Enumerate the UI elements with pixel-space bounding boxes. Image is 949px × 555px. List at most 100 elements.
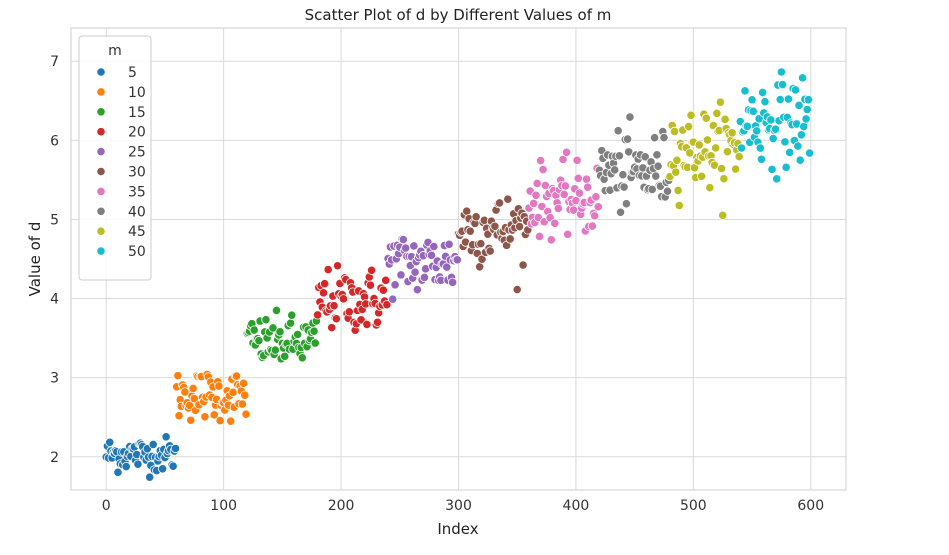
data-point <box>747 95 757 105</box>
data-point <box>226 416 236 426</box>
data-point <box>662 186 673 196</box>
data-point <box>365 280 376 290</box>
data-point <box>647 184 657 195</box>
data-point <box>722 147 733 157</box>
data-point <box>550 218 560 228</box>
data-point <box>755 143 765 153</box>
data-point <box>573 173 583 183</box>
legend-marker <box>96 246 106 256</box>
y-tick-label: 5 <box>50 212 59 228</box>
data-point <box>285 318 296 328</box>
data-point <box>795 155 805 165</box>
data-point <box>610 165 620 175</box>
data-point <box>615 207 626 217</box>
data-point <box>378 285 388 295</box>
data-point <box>121 461 131 472</box>
data-point <box>327 323 337 333</box>
data-point <box>113 467 123 477</box>
data-point <box>188 383 198 393</box>
data-point <box>518 260 528 270</box>
data-point <box>590 211 600 221</box>
data-point <box>558 154 568 165</box>
data-point <box>529 198 539 209</box>
data-point <box>536 155 546 166</box>
data-point <box>622 134 633 144</box>
x-tick-label: 500 <box>680 498 707 514</box>
data-point <box>740 86 750 96</box>
data-point <box>412 285 423 295</box>
data-point <box>312 310 323 320</box>
data-point <box>583 182 593 192</box>
data-point <box>268 323 278 333</box>
y-axis-label: Value of d <box>26 222 44 297</box>
legend-label: 5 <box>128 65 137 81</box>
data-point <box>505 234 515 244</box>
data-point <box>241 409 251 419</box>
data-point <box>674 200 684 211</box>
data-point <box>546 235 556 245</box>
x-axis-label: Index <box>437 520 478 538</box>
data-point <box>396 270 406 280</box>
data-point <box>781 162 791 172</box>
x-tick-label: 300 <box>445 498 472 514</box>
legend-marker <box>96 226 106 236</box>
data-point <box>801 114 811 124</box>
x-tick-labels: 0 100 200 300 400 500 600 <box>102 498 824 514</box>
data-point <box>591 192 601 202</box>
data-point <box>344 307 354 317</box>
legend-label: 15 <box>128 105 146 121</box>
data-point <box>429 241 439 252</box>
data-point <box>475 262 485 272</box>
data-point <box>398 234 408 245</box>
data-point <box>483 229 493 239</box>
x-tick-label: 100 <box>210 498 237 514</box>
data-point <box>686 110 696 120</box>
data-point <box>537 201 547 212</box>
data-point <box>270 345 280 355</box>
data-point <box>684 121 694 132</box>
data-point <box>669 126 680 136</box>
y-tick-label: 2 <box>50 450 59 466</box>
y-tick-label: 4 <box>50 292 59 308</box>
data-point <box>180 387 190 397</box>
legend: m 5 10 15 20 25 30 35 40 45 50 <box>78 35 152 281</box>
data-point <box>796 130 806 140</box>
data-point <box>613 126 623 136</box>
legend-label: 25 <box>128 145 146 161</box>
data-point <box>261 315 271 325</box>
data-point <box>702 135 713 145</box>
data-point <box>799 121 809 132</box>
data-point <box>105 437 115 447</box>
data-point <box>448 277 458 287</box>
data-point <box>770 124 781 134</box>
data-point <box>649 133 660 143</box>
legend-marker <box>96 186 106 196</box>
data-point <box>711 143 721 153</box>
data-point <box>419 272 430 283</box>
data-point <box>490 221 500 231</box>
data-point <box>329 301 339 311</box>
legend-label: 30 <box>128 165 146 181</box>
x-tick-label: 0 <box>102 498 111 514</box>
data-point <box>797 73 808 83</box>
data-point <box>465 226 475 236</box>
legend-marker <box>96 166 106 177</box>
data-point <box>209 410 219 420</box>
data-point <box>426 250 437 260</box>
data-point <box>372 317 383 327</box>
legend-marker <box>96 87 106 97</box>
data-point <box>718 210 728 220</box>
x-tick-label: 600 <box>797 498 824 514</box>
legend-label: 40 <box>128 204 146 220</box>
data-point <box>157 464 168 474</box>
data-point <box>173 371 183 381</box>
legend-title: m <box>108 43 122 59</box>
data-point <box>331 314 341 324</box>
data-point <box>736 143 747 153</box>
x-tick-label: 200 <box>328 498 355 514</box>
data-point <box>293 329 303 340</box>
data-point <box>514 221 525 232</box>
data-point <box>287 310 297 320</box>
data-point <box>625 112 635 122</box>
data-point <box>184 400 195 411</box>
